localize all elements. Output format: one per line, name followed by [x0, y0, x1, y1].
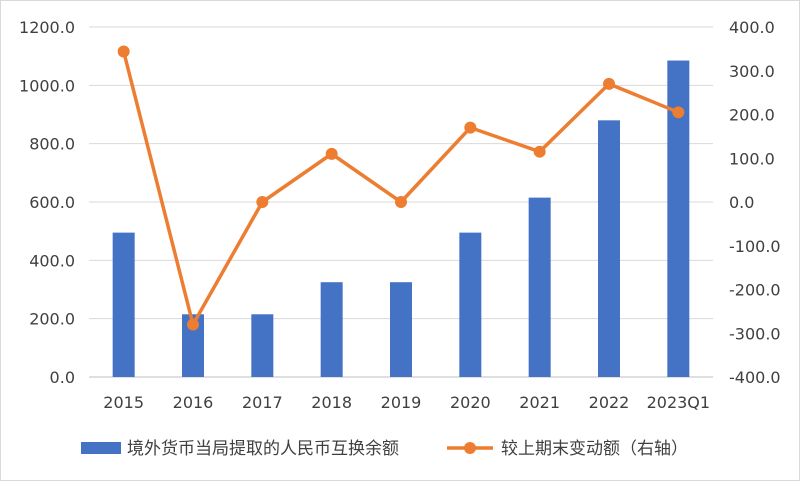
line-point-2018: [325, 147, 338, 160]
right-tick-label: -200.0: [729, 281, 781, 300]
legend-line-label: 较上期末变动额（右轴）: [501, 439, 688, 459]
right-tick-label: -100.0: [729, 237, 781, 256]
left-tick-label: 1000.0: [19, 76, 75, 95]
bar-2015: [112, 232, 135, 377]
x-tick-label: 2020: [450, 393, 491, 412]
x-tick-label: 2016: [173, 393, 214, 412]
left-tick-label: 200.0: [29, 310, 75, 329]
line-point-2020: [464, 121, 477, 134]
bar-2021: [528, 197, 551, 377]
right-tick-label: 400.0: [729, 18, 775, 37]
left-tick-label: 0.0: [50, 368, 75, 387]
bar-2018: [320, 282, 343, 377]
right-tick-label: 300.0: [729, 62, 775, 81]
bar-2023Q1: [667, 60, 690, 378]
line-point-2022: [603, 77, 615, 90]
bar-2020: [459, 232, 482, 377]
line-point-2017: [256, 196, 269, 208]
bar-2016: [182, 314, 204, 377]
right-tick-label: -300.0: [729, 324, 781, 343]
right-axis: -400.0 -300.0 -200.0 -100.0 0.0 100.0 200.0 300…: [729, 18, 781, 387]
right-tick-label: 0.0: [729, 193, 754, 212]
x-tick-label: 2015: [103, 393, 144, 412]
line-point-2019: [395, 196, 407, 208]
left-tick-label: 400.0: [29, 251, 75, 270]
line-point-2016: [187, 318, 199, 331]
x-axis: 2015 2016 2017 2018 2019 2020 2021 2022 2023Q1: [103, 393, 710, 412]
line-point-2023Q1: [672, 106, 685, 119]
legend-bar-swatch: [81, 442, 121, 454]
x-tick-label: 2021: [519, 393, 560, 412]
bar-2022: [598, 120, 620, 377]
x-tick-label: 2019: [381, 393, 422, 412]
legend-line-marker: [464, 442, 476, 454]
left-tick-label: 600.0: [29, 193, 75, 212]
x-tick-label: 2017: [242, 393, 283, 412]
right-tick-label: -400.0: [729, 368, 781, 387]
right-tick-label: 200.0: [729, 106, 775, 125]
legend: 境外货币当局提取的人民币互换余额 较上期末变动额（右轴）: [81, 439, 688, 459]
line-point-2015: [117, 45, 130, 58]
right-tick-label: 100.0: [729, 149, 775, 168]
line-series: [117, 45, 685, 331]
bar-2019: [390, 282, 412, 377]
line-point-2021: [533, 145, 546, 158]
bar-series: [112, 60, 690, 378]
x-tick-label: 2018: [311, 393, 352, 412]
legend-bar-label: 境外货币当局提取的人民币互换余额: [127, 439, 399, 459]
left-tick-label: 800.0: [29, 135, 75, 154]
x-tick-label: 2022: [589, 393, 630, 412]
left-axis: 0.0 200.0 400.0 600.0 800.0 1000.0 1200.0: [19, 18, 75, 387]
bar-2017: [251, 314, 274, 377]
x-tick-label: 2023Q1: [647, 393, 711, 412]
left-tick-label: 1200.0: [19, 18, 75, 37]
